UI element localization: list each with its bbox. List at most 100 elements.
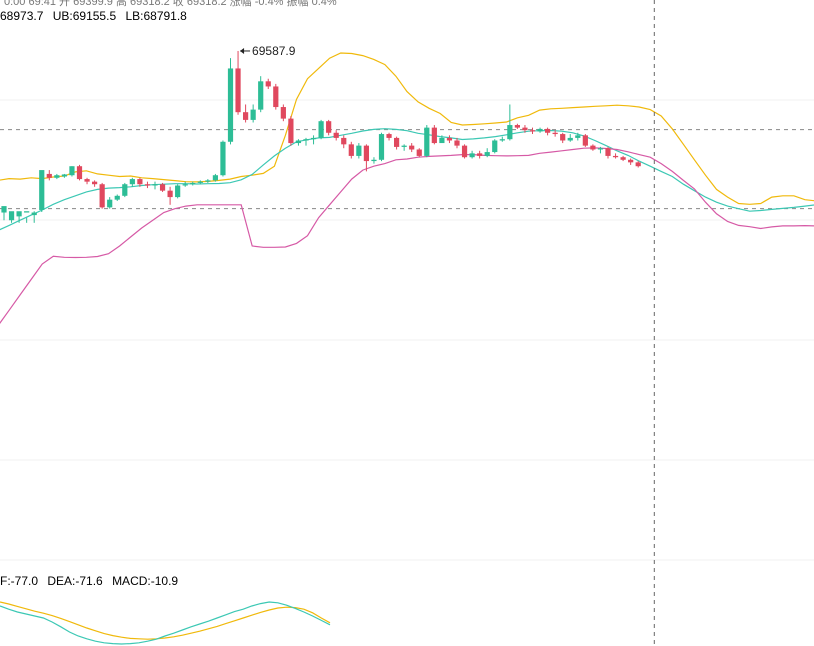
candle-up [250, 109, 256, 120]
candle-up [8, 211, 15, 221]
boll-middle-band [0, 128, 814, 231]
candle-up [190, 182, 196, 185]
candle-down [446, 137, 453, 141]
candle-up [122, 184, 128, 196]
boll-lower-band [0, 147, 814, 324]
candle-down [167, 190, 173, 198]
candle-up [424, 127, 430, 156]
candle-down [84, 179, 90, 182]
candle-up [378, 134, 385, 160]
candle-up [205, 180, 211, 182]
candle-down [529, 130, 536, 132]
candle-down [243, 112, 249, 120]
candle-up [212, 175, 218, 181]
candle-up [575, 135, 581, 138]
candle-down [582, 135, 588, 146]
candle-down [628, 159, 634, 163]
candle-up [484, 152, 490, 156]
candle-up [31, 212, 37, 216]
candle-up [152, 184, 158, 186]
candle-up [197, 181, 203, 183]
macd-legend: F:-77.0 DEA:-71.6 MACD:-10.9 [0, 574, 184, 588]
candle-up [499, 139, 505, 141]
candle-up [356, 145, 362, 156]
candle-up [69, 166, 75, 176]
boll-upper-band [0, 52, 814, 205]
candle-down [394, 137, 400, 147]
macd-histogram-value: MACD:-10.9 [112, 574, 179, 588]
candle-up [371, 159, 377, 162]
candle-down [552, 132, 558, 135]
candle-down [454, 140, 460, 146]
candle-down [137, 179, 143, 185]
candle-down [431, 127, 437, 144]
candle-up [537, 128, 543, 132]
macd-dif-line [0, 601, 331, 645]
candle-up [114, 195, 120, 200]
macd-dea-value: DEA:-71.6 [47, 574, 103, 588]
candle-down [99, 184, 105, 208]
candlesticks [1, 50, 641, 223]
candle-down [92, 181, 98, 185]
boll-mb-value: 68973.7 [0, 9, 44, 23]
candle-up [1, 206, 7, 213]
candle-down [409, 145, 415, 150]
candle-down [386, 134, 392, 138]
candle-down [326, 121, 332, 133]
candle-down [477, 153, 483, 156]
candle-down [514, 125, 520, 128]
candle-up [175, 185, 181, 198]
boll-ub-value: UB:69155.5 [52, 9, 117, 23]
candle-down [265, 81, 271, 87]
candle-up [567, 137, 573, 141]
candle-down [76, 166, 83, 180]
candle-down [341, 137, 347, 145]
candle-up [597, 148, 604, 150]
candle-up [439, 137, 445, 144]
candle-up [310, 137, 317, 140]
candle-up [492, 140, 498, 153]
boll-lb-value: LB:68791.8 [125, 9, 187, 23]
candle-up [129, 179, 135, 185]
candle-down [235, 68, 241, 113]
candle-down [159, 184, 166, 191]
candle-down [273, 86, 279, 108]
candle-down [288, 118, 294, 144]
ohlc-info-strip: 0:00 69:41 开 69399.9 高 69318.2 收 69318.2… [4, 0, 337, 8]
candle-up [39, 170, 45, 210]
candle-up [24, 211, 30, 213]
candle-up [220, 141, 226, 176]
macd-dea-line [0, 601, 331, 640]
boll-legend: 68973.7 UB:69155.5 LB:68791.8 [0, 9, 193, 23]
candle-up [182, 184, 188, 186]
candle-up [507, 125, 513, 140]
candle-down [333, 132, 339, 138]
candle-down [612, 155, 619, 158]
high-price-label: 69587.9 [252, 44, 296, 58]
bollinger-bands [0, 52, 814, 324]
candle-up [107, 199, 113, 208]
candle-up [227, 68, 234, 142]
candle-down [363, 145, 369, 162]
candle-up [401, 145, 407, 147]
candle-up [295, 140, 302, 144]
candle-down [620, 157, 626, 160]
candle-down [560, 134, 566, 141]
candle-down [590, 145, 596, 150]
macd-dif-value: F:-77.0 [0, 574, 39, 588]
candle-down [522, 127, 528, 131]
high-marker: 69587.9 [240, 44, 296, 58]
candle-up [303, 139, 309, 141]
candle-up [16, 211, 22, 217]
candle-up [258, 81, 264, 110]
candle-down [635, 162, 641, 167]
candle-down [545, 128, 551, 133]
macd-lines [0, 601, 331, 645]
candle-down [46, 173, 52, 178]
candle-down [144, 184, 151, 186]
candle-down [280, 107, 286, 119]
candle-up [469, 153, 475, 158]
chart-grid [0, 99, 814, 561]
candle-down [605, 148, 611, 156]
